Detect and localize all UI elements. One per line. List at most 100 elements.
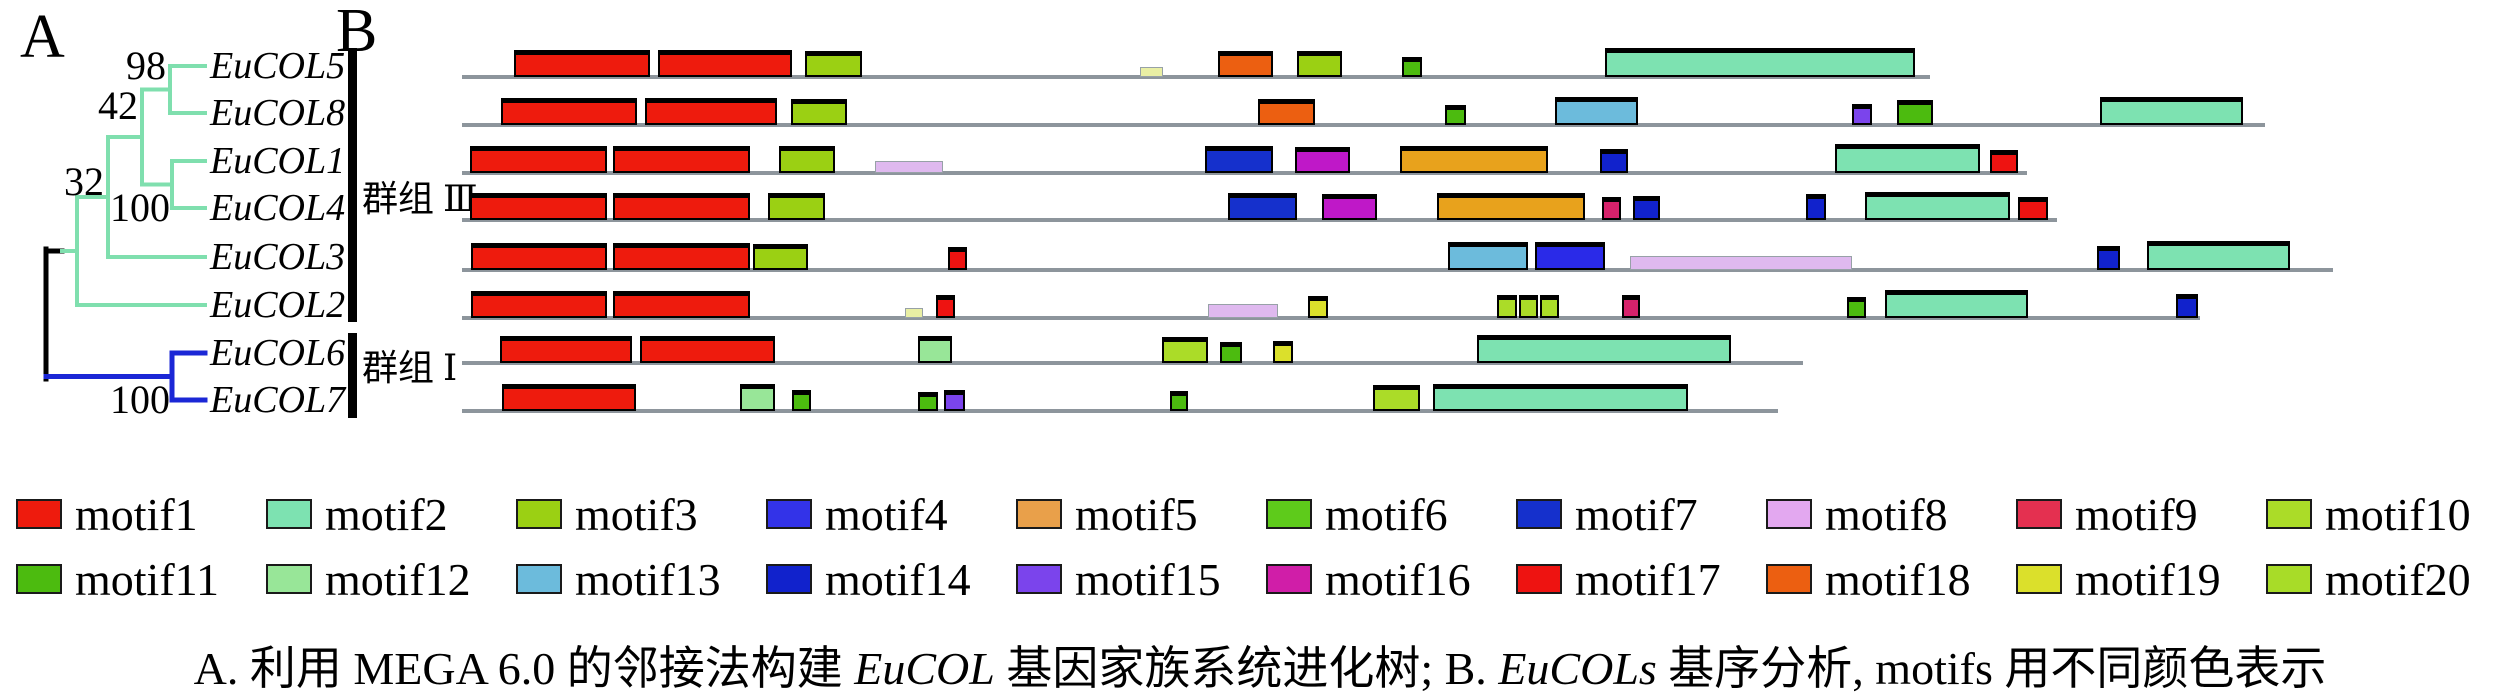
motif9-box — [1622, 295, 1640, 318]
legend-label: motif20 — [2325, 553, 2471, 605]
legend-item-motif13: motif13 — [516, 553, 721, 605]
legend-label: motif6 — [1325, 488, 1448, 540]
legend-item-motif12: motif12 — [266, 553, 471, 605]
motif2-box — [1477, 335, 1731, 363]
leaf-label-EuCOL1: EuCOL1 — [210, 140, 346, 182]
legend-label: motif5 — [1075, 488, 1198, 540]
leaf-label-EuCOL2: EuCOL2 — [210, 284, 346, 326]
legend-swatch — [2016, 564, 2062, 594]
motif1-box — [514, 50, 650, 77]
bootstrap-value: 98 — [126, 43, 166, 88]
legend-item-motif20: motif20 — [2266, 553, 2471, 605]
motif7-box — [1205, 146, 1273, 173]
motif8-box — [875, 161, 943, 173]
group-label: 群组 Ⅰ — [362, 348, 458, 388]
motif11-box — [1170, 391, 1188, 411]
tree-root-branch — [43, 246, 65, 382]
gene-line-EuCOL5 — [462, 75, 1930, 79]
legend-label: motif17 — [1575, 553, 1721, 605]
motif11-box — [918, 392, 938, 411]
legend-label: motif11 — [75, 553, 219, 605]
motif10-box — [1162, 337, 1208, 363]
motif16-box — [1322, 194, 1377, 220]
motif7-box — [1228, 193, 1297, 220]
legend-item-motif5: motif5 — [1016, 488, 1198, 540]
motif1-box — [613, 193, 750, 220]
motif4-box — [1535, 242, 1605, 270]
motif14-box — [1600, 149, 1628, 173]
panel-a-label: A — [20, 3, 65, 71]
legend-item-motif6: motif6 — [1266, 488, 1448, 540]
gene-line-EuCOL4 — [462, 218, 2057, 222]
motif2-box — [2147, 241, 2290, 270]
legend-item-motif18: motif18 — [1766, 553, 1971, 605]
gene-line-EuCOL7 — [462, 409, 1778, 413]
phylogenetic-tree — [43, 64, 208, 403]
motif1-box — [502, 384, 636, 411]
motif19-box — [1140, 67, 1163, 77]
tree-clade-blue — [43, 350, 208, 403]
legend-swatch — [1016, 564, 1062, 594]
motif14-box — [1633, 196, 1660, 220]
caption-gene-name: EuCOLs — [1498, 643, 1657, 694]
motif1-box — [658, 50, 792, 77]
legend-item-motif11: motif11 — [16, 553, 219, 605]
motif14-box — [1806, 194, 1826, 220]
motif16-box — [1295, 147, 1350, 173]
gene-line-EuCOL8 — [462, 123, 2265, 127]
legend-swatch — [766, 499, 812, 529]
leaf-label-EuCOL4: EuCOL4 — [210, 187, 346, 229]
legend-label: motif15 — [1075, 553, 1221, 605]
legend-label: motif10 — [2325, 488, 2471, 540]
legend-label: motif2 — [325, 488, 448, 540]
legend-item-motif9: motif9 — [2016, 488, 2198, 540]
leaf-label-EuCOL6: EuCOL6 — [210, 332, 346, 374]
motif10-box — [1373, 385, 1420, 411]
legend-swatch — [766, 564, 812, 594]
bootstrap-value: 32 — [64, 159, 104, 204]
gene-line-EuCOL1 — [462, 171, 2027, 175]
motif15-box — [1852, 104, 1872, 125]
motif8-box — [1630, 256, 1852, 270]
legend-swatch — [516, 499, 562, 529]
legend-item-motif4: motif4 — [766, 488, 948, 540]
group-bracket — [348, 48, 357, 322]
legend-label: motif13 — [575, 553, 721, 605]
motif11-box — [792, 390, 811, 411]
figure-caption: A. 利用 MEGA 6.0 的邻接法构建 EuCOL 基因家族系统进化树; B… — [0, 632, 2520, 698]
gene-line-EuCOL2 — [462, 316, 2200, 320]
motif3-box — [768, 193, 825, 220]
legend-swatch — [1766, 564, 1812, 594]
legend-swatch — [1516, 564, 1562, 594]
motif19-box — [1308, 296, 1328, 318]
legend-item-motif10: motif10 — [2266, 488, 2471, 540]
leaf-label-EuCOL8: EuCOL8 — [210, 92, 346, 134]
bootstrap-value: 100 — [110, 185, 170, 230]
legend-swatch — [1516, 499, 1562, 529]
legend-swatch — [16, 499, 62, 529]
motif1-box — [640, 336, 775, 363]
motif17-box — [948, 247, 967, 270]
motif2-box — [1865, 192, 2010, 220]
motif10-box — [1540, 295, 1559, 318]
legend-swatch — [266, 564, 312, 594]
motif15-box — [944, 390, 965, 411]
motif1-box — [613, 146, 750, 173]
motif18-box — [1218, 51, 1273, 77]
motif5-box — [1437, 193, 1585, 220]
motif2-box — [1433, 384, 1688, 411]
bootstrap-value: 42 — [98, 83, 138, 128]
caption-text: 基序分析, motifs 用不同颜色表示 — [1656, 643, 2327, 694]
legend-label: motif4 — [825, 488, 948, 540]
motif1-box — [613, 291, 750, 318]
legend-item-motif8: motif8 — [1766, 488, 1948, 540]
motif1-box — [471, 243, 607, 270]
motif2-box — [1605, 48, 1915, 77]
motif13-box — [1448, 242, 1528, 270]
legend-swatch — [1266, 564, 1312, 594]
motif12-box — [918, 336, 952, 363]
motif3-box — [1297, 51, 1342, 77]
leaf-label-EuCOL7: EuCOL7 — [210, 379, 346, 421]
caption-gene-name: EuCOL — [854, 643, 995, 694]
motif1-box — [470, 193, 607, 220]
